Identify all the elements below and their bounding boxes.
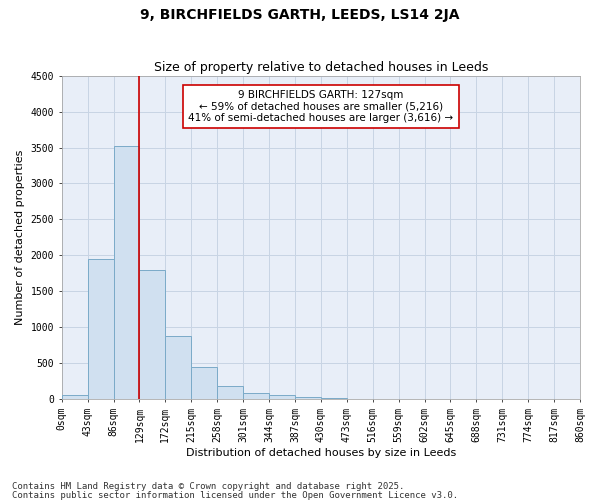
Bar: [139, 270, 166, 399]
Text: Contains HM Land Registry data © Crown copyright and database right 2025.: Contains HM Land Registry data © Crown c…: [12, 482, 404, 491]
Bar: [113, 146, 139, 399]
Text: 9, BIRCHFIELDS GARTH, LEEDS, LS14 2JA: 9, BIRCHFIELDS GARTH, LEEDS, LS14 2JA: [140, 8, 460, 22]
Bar: [166, 336, 191, 399]
Bar: [269, 396, 295, 399]
Y-axis label: Number of detached properties: Number of detached properties: [15, 150, 25, 325]
Title: Size of property relative to detached houses in Leeds: Size of property relative to detached ho…: [154, 62, 488, 74]
X-axis label: Distribution of detached houses by size in Leeds: Distribution of detached houses by size …: [186, 448, 456, 458]
Bar: [191, 366, 217, 399]
Bar: [243, 392, 269, 399]
Bar: [88, 259, 113, 399]
Bar: [321, 398, 347, 399]
Bar: [295, 397, 321, 399]
Text: Contains public sector information licensed under the Open Government Licence v3: Contains public sector information licen…: [12, 490, 458, 500]
Bar: [217, 386, 243, 399]
Text: 9 BIRCHFIELDS GARTH: 127sqm
← 59% of detached houses are smaller (5,216)
41% of : 9 BIRCHFIELDS GARTH: 127sqm ← 59% of det…: [188, 90, 454, 123]
Bar: [62, 396, 88, 399]
